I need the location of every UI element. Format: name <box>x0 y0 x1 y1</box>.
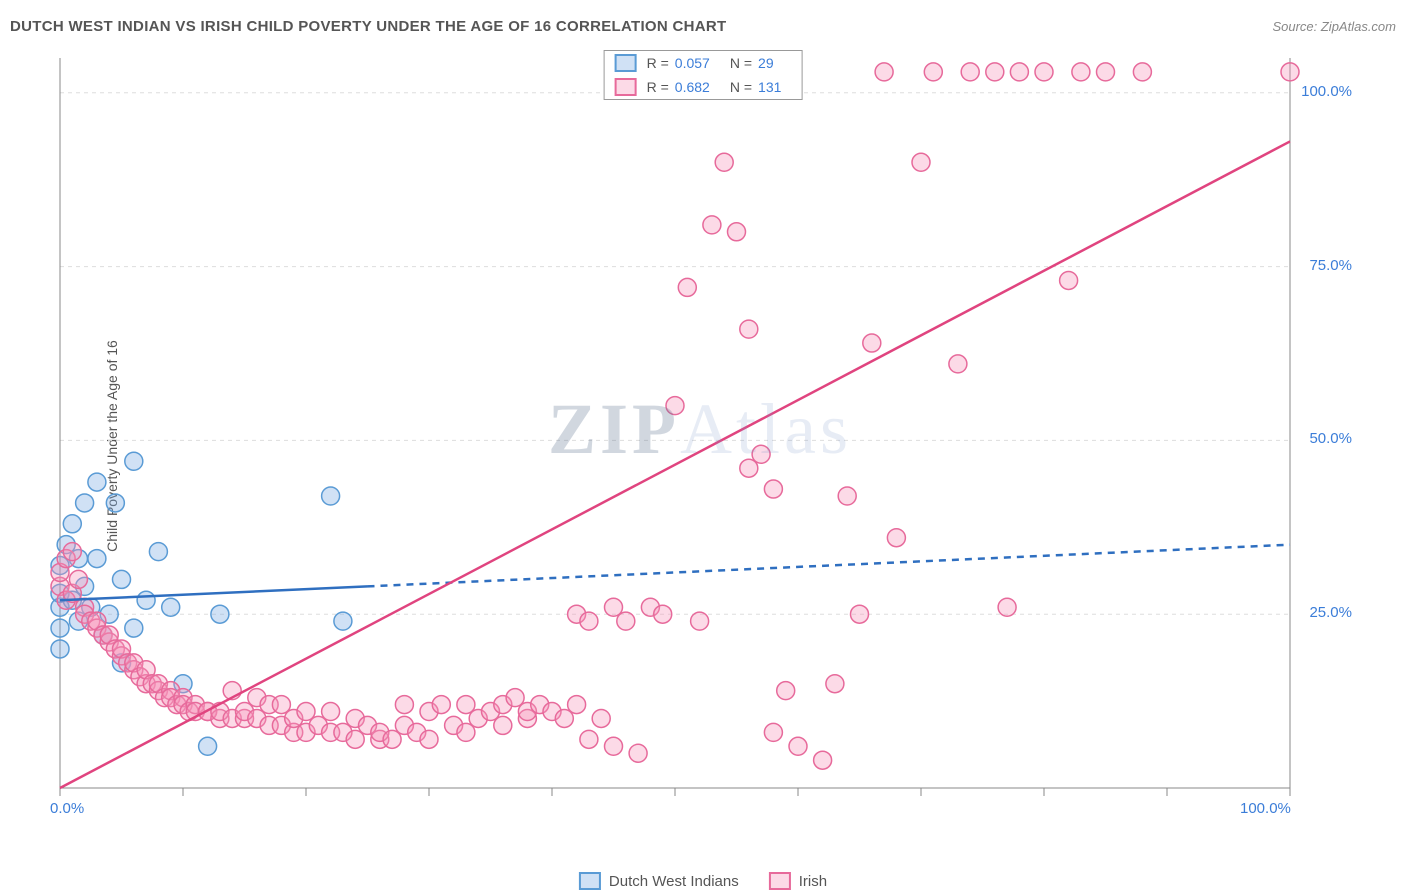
legend-label: Dutch West Indians <box>609 873 739 890</box>
x-tick-label: 100.0% <box>1240 800 1291 817</box>
legend-swatch <box>579 872 601 890</box>
legend-item: Irish <box>769 872 827 890</box>
n-label: N = <box>730 79 752 95</box>
chart-header: DUTCH WEST INDIAN VS IRISH CHILD POVERTY… <box>10 18 1396 35</box>
legend-label: Irish <box>799 873 827 890</box>
n-value: 29 <box>758 55 774 71</box>
n-value: 131 <box>758 79 781 95</box>
legend-item: Dutch West Indians <box>579 872 739 890</box>
legend-stat-row: R = 0.682 N = 131 <box>605 75 802 99</box>
legend-swatch <box>615 54 637 72</box>
r-label: R = <box>647 79 669 95</box>
y-tick-label: 50.0% <box>1309 430 1352 447</box>
y-tick-label: 75.0% <box>1309 257 1352 274</box>
n-label: N = <box>730 55 752 71</box>
y-tick-label: 100.0% <box>1301 83 1352 100</box>
legend-swatch <box>615 78 637 96</box>
y-tick-label: 25.0% <box>1309 604 1352 621</box>
r-value: 0.057 <box>675 55 710 71</box>
x-tick-label: 0.0% <box>50 800 84 817</box>
source-link[interactable]: ZipAtlas.com <box>1321 19 1396 34</box>
legend-stat-row: R = 0.057 N = 29 <box>605 51 802 75</box>
r-label: R = <box>647 55 669 71</box>
scatter-chart-svg <box>50 48 1350 828</box>
correlation-legend: R = 0.057 N = 29 R = 0.682 N = 131 <box>604 50 803 100</box>
series-legend: Dutch West Indians Irish <box>579 872 827 890</box>
chart-source: Source: ZipAtlas.com <box>1272 19 1396 34</box>
chart-area: ZIPAtlas 25.0%50.0%75.0%100.0% 0.0%100.0… <box>50 48 1350 828</box>
legend-swatch <box>769 872 791 890</box>
chart-title: DUTCH WEST INDIAN VS IRISH CHILD POVERTY… <box>10 18 727 35</box>
r-value: 0.682 <box>675 79 710 95</box>
